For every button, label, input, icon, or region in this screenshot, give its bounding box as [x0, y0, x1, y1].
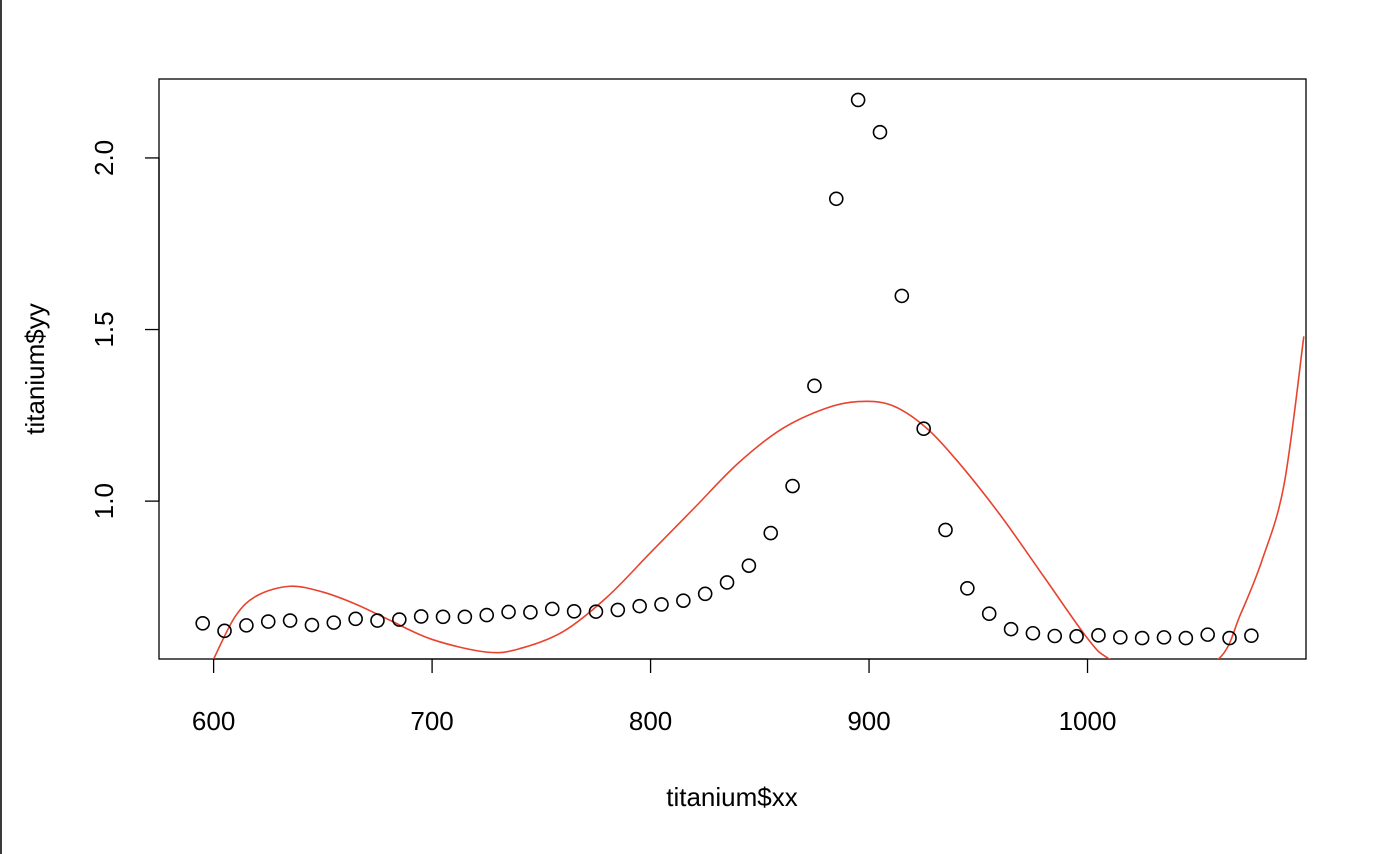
data-point — [457, 609, 473, 625]
y-axis-label: titanium$yy — [20, 303, 50, 435]
data-point — [304, 617, 320, 633]
data-point — [1134, 630, 1150, 646]
data-point — [588, 604, 604, 619]
y-axis: 1.0 1.5 2.0 — [89, 140, 160, 519]
data-point — [785, 478, 800, 494]
data-point — [719, 575, 735, 590]
data-point — [523, 605, 538, 620]
data-point — [479, 607, 495, 623]
x-tick-label-600: 600 — [192, 706, 235, 736]
data-point — [1047, 628, 1063, 644]
y-tick-label-1.5: 1.5 — [89, 311, 119, 347]
data-point — [544, 601, 560, 617]
data-point — [654, 597, 669, 612]
window-left-border — [0, 0, 2, 854]
data-point — [697, 586, 713, 602]
data-points — [195, 92, 1259, 646]
data-point — [326, 615, 342, 630]
data-point — [348, 611, 363, 627]
data-point — [916, 421, 931, 437]
data-point — [1156, 630, 1172, 645]
y-tick-label-2: 2.0 — [89, 140, 119, 176]
data-point — [1091, 628, 1106, 643]
data-point — [850, 92, 866, 108]
x-tick-label-1000: 1000 — [1059, 706, 1117, 736]
data-point — [1222, 630, 1237, 646]
data-point — [1200, 627, 1215, 642]
fitted-curves — [212, 336, 1305, 659]
data-point — [195, 616, 210, 631]
data-point — [828, 191, 844, 207]
data-point — [435, 609, 451, 625]
fitted-curve-line — [212, 336, 1305, 659]
data-point — [260, 614, 276, 629]
x-tick-label-800: 800 — [629, 706, 672, 736]
x-tick-label-700: 700 — [410, 706, 453, 736]
data-point — [807, 378, 822, 394]
data-point — [676, 593, 691, 608]
data-point — [239, 618, 254, 633]
data-point — [610, 602, 626, 618]
y-tick-label-1: 1.0 — [89, 483, 119, 519]
x-axis: 600 700 800 900 1000 — [192, 658, 1117, 736]
data-point — [413, 609, 429, 624]
data-point — [938, 522, 953, 538]
data-point — [501, 604, 516, 620]
plot-box — [158, 78, 1307, 660]
data-point — [282, 613, 298, 628]
data-point — [960, 581, 975, 596]
data-point — [1025, 625, 1041, 641]
data-point — [566, 603, 582, 619]
data-point — [217, 623, 232, 639]
data-point — [370, 613, 385, 628]
x-tick-label-900: 900 — [847, 706, 890, 736]
data-point — [741, 558, 757, 573]
data-point — [763, 525, 779, 541]
data-point — [894, 288, 910, 304]
x-axis-label: titanium$xx — [666, 782, 798, 812]
data-point — [1178, 630, 1194, 646]
data-point — [392, 612, 407, 627]
data-point — [632, 598, 647, 614]
data-point — [1112, 630, 1128, 645]
data-point — [1244, 628, 1259, 643]
data-point — [1069, 629, 1084, 644]
data-point — [1003, 621, 1019, 637]
data-point — [981, 606, 997, 621]
data-point — [872, 124, 888, 140]
